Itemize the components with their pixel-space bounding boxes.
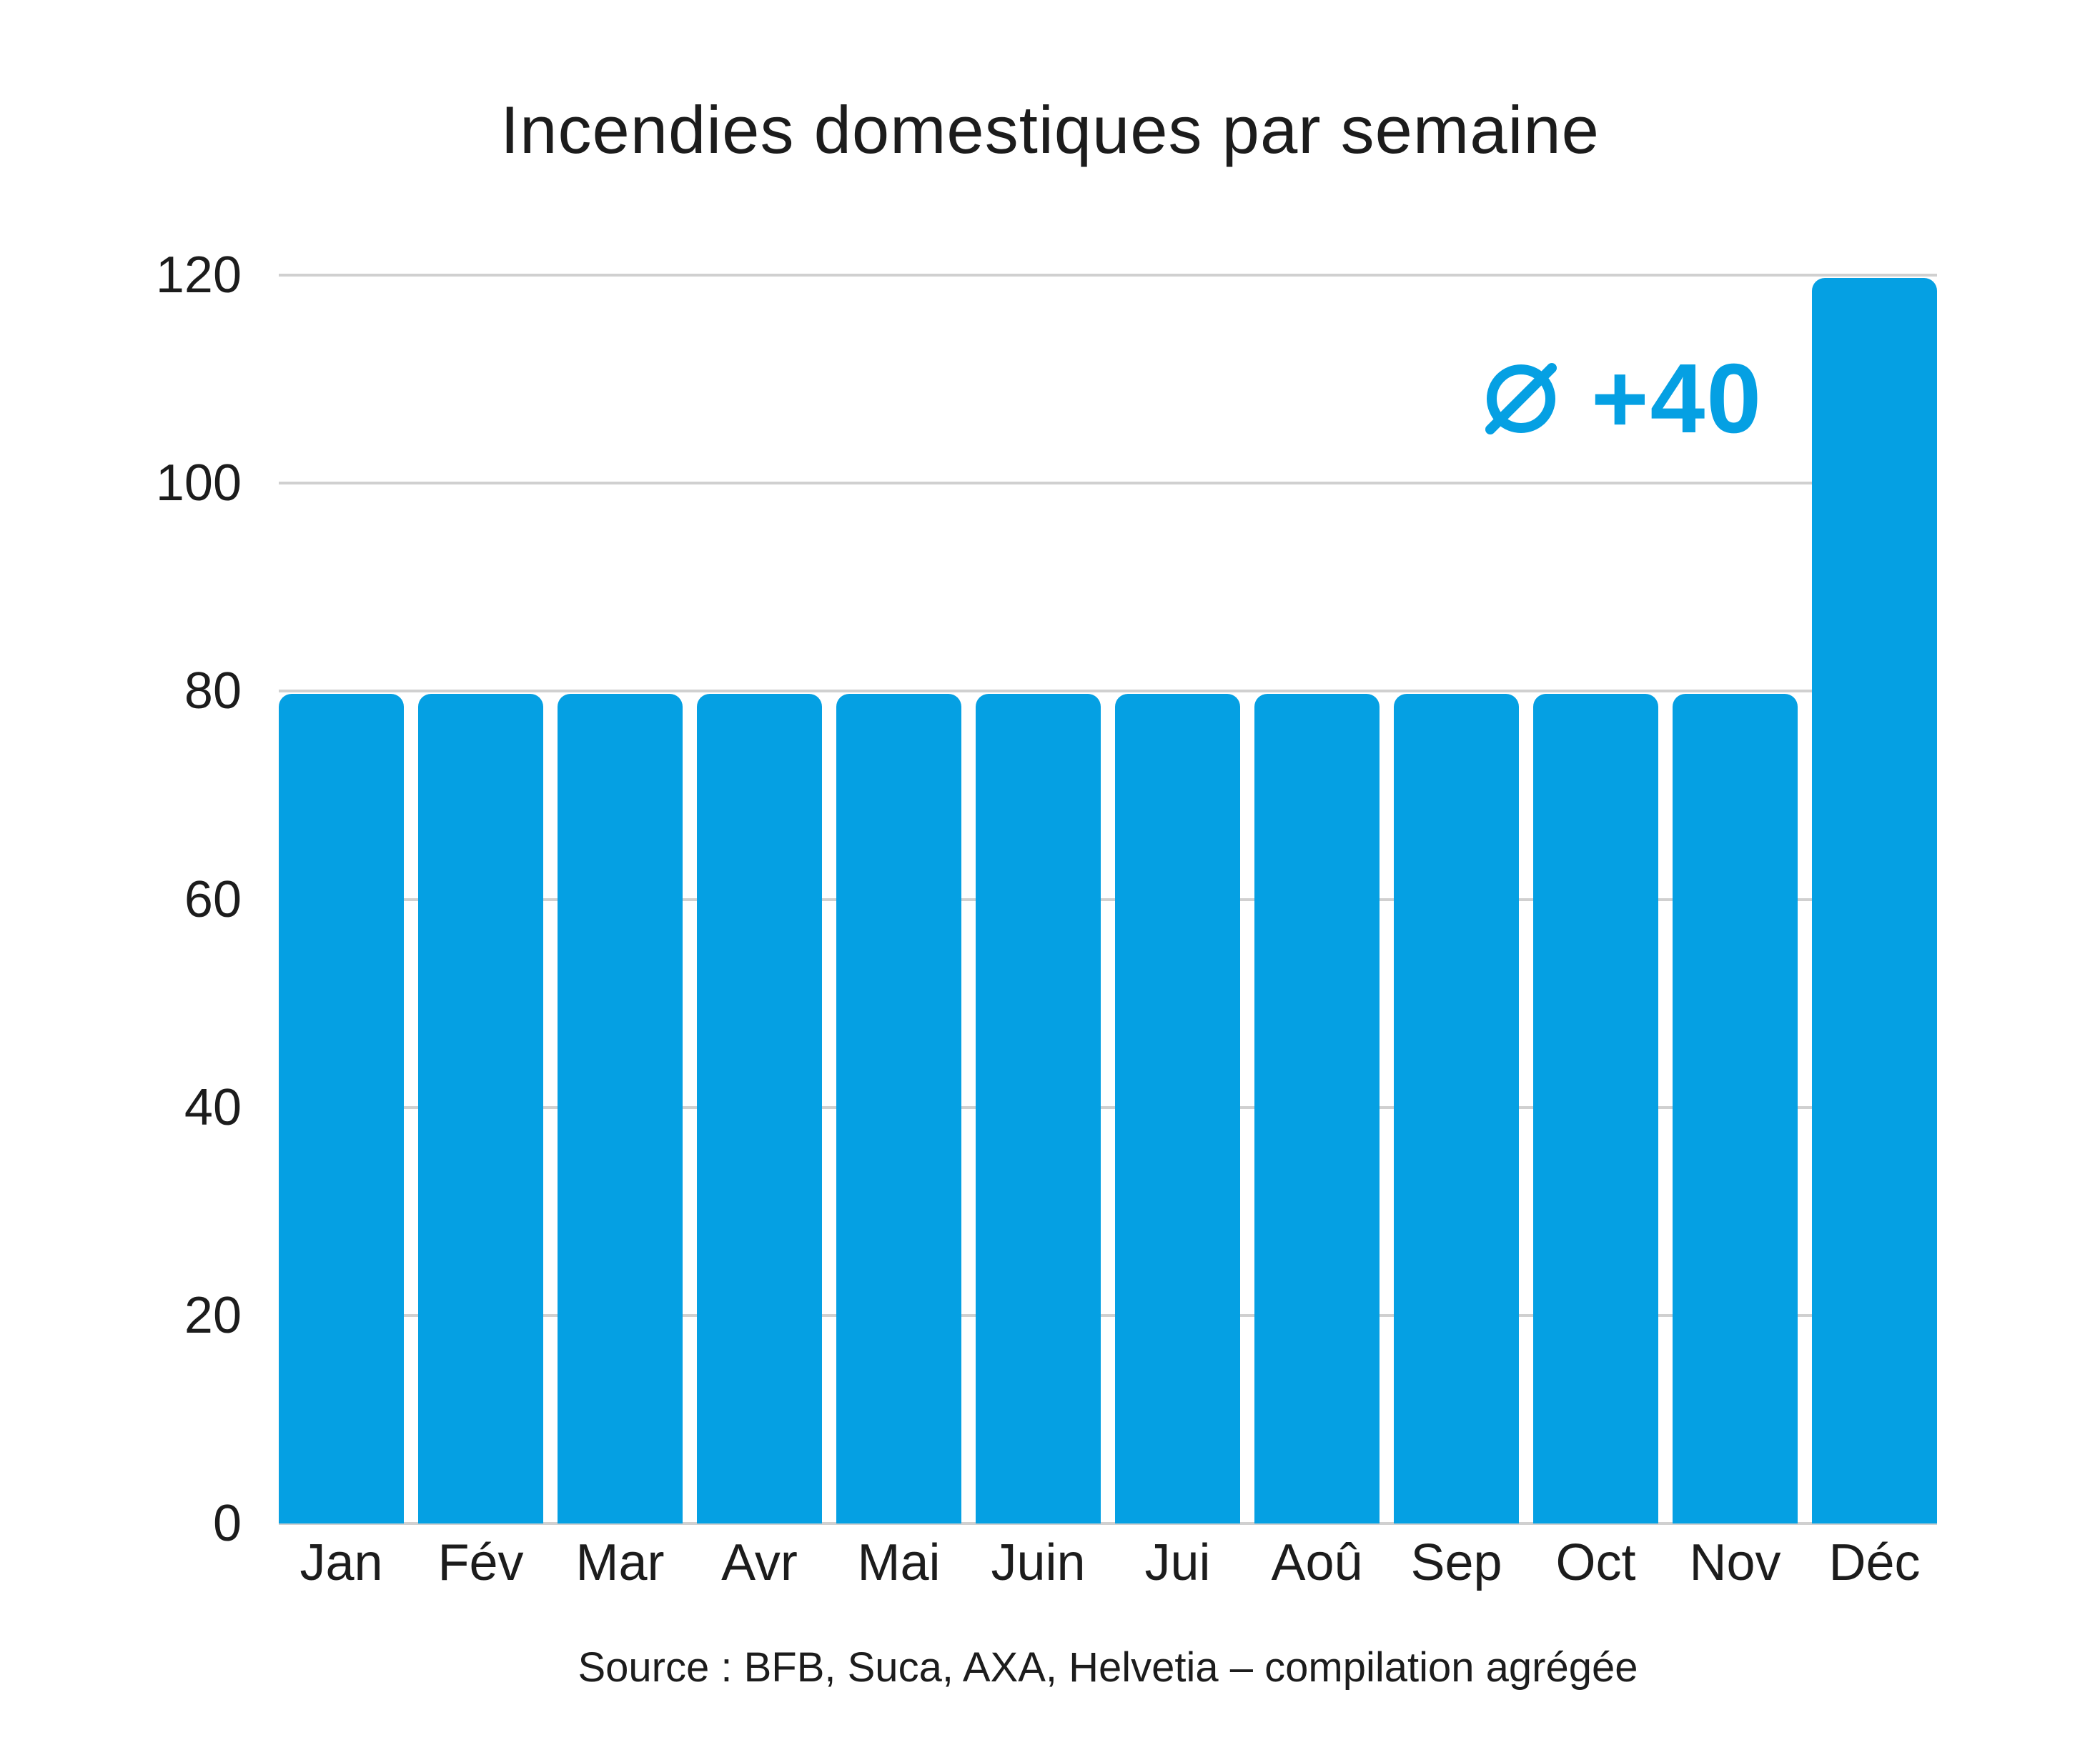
x-tick-label-mai: Mai: [857, 1534, 941, 1591]
average-diameter-icon: [1485, 363, 1557, 434]
y-tick-label-20: 20: [184, 1286, 242, 1344]
bar-juin: [976, 694, 1101, 1523]
x-tick-label-aoû: Aoû: [1271, 1534, 1363, 1591]
bar-oct: [1533, 694, 1658, 1523]
y-tick-label-60: 60: [184, 870, 242, 928]
x-tick-label-oct: Oct: [1555, 1534, 1636, 1591]
bars-plot-area: [279, 275, 1937, 1523]
x-tick-label-nov: Nov: [1689, 1534, 1781, 1591]
x-tick-label-mar: Mar: [575, 1534, 665, 1591]
bar-nov: [1673, 694, 1798, 1523]
x-axis-labels: Jan Fév Mar Avr Mai Juin Jui Aoû Sep Oct Nov Déc: [279, 1534, 1937, 1591]
x-tick-label-jan: Jan: [299, 1534, 383, 1591]
y-tick-label-120: 120: [155, 247, 242, 304]
x-tick-label-avr: Avr: [721, 1534, 798, 1591]
gridline-60: [279, 898, 1937, 901]
average-annotation: +40: [1481, 349, 1763, 449]
chart-title: Incendies domestiques par semaine: [500, 92, 1600, 167]
y-tick-label-0: 0: [212, 1495, 242, 1552]
gridline-20: [279, 1313, 1937, 1317]
bar-aoû: [1254, 694, 1380, 1523]
gridline-80: [279, 690, 1937, 693]
source-note: Source : BFB, Suca, AXA, Helvetia – comp…: [578, 1644, 1638, 1691]
x-tick-label-fév: Fév: [437, 1534, 524, 1591]
y-tick-label-80: 80: [184, 662, 242, 720]
bar-mar: [558, 694, 683, 1523]
bar-fév: [418, 694, 543, 1523]
average-annotation-value: +40: [1591, 344, 1763, 454]
bar-jan: [279, 694, 404, 1523]
gridline-100: [279, 482, 1937, 485]
gridline-40: [279, 1105, 1937, 1109]
bar-jui: [1115, 694, 1240, 1523]
x-tick-label-juin: Juin: [991, 1534, 1086, 1591]
bar-déc: [1812, 278, 1937, 1523]
gridline-0: [279, 1522, 1937, 1525]
gridline-120: [279, 274, 1937, 277]
x-tick-label-déc: Déc: [1828, 1534, 1921, 1591]
y-tick-label-100: 100: [155, 454, 242, 512]
y-tick-label-40: 40: [184, 1078, 242, 1136]
bar-sep: [1394, 694, 1519, 1523]
bar-mai: [836, 694, 961, 1523]
x-tick-label-jui: Jui: [1144, 1534, 1211, 1591]
x-tick-label-sep: Sep: [1410, 1534, 1502, 1591]
bar-avr: [697, 694, 822, 1523]
